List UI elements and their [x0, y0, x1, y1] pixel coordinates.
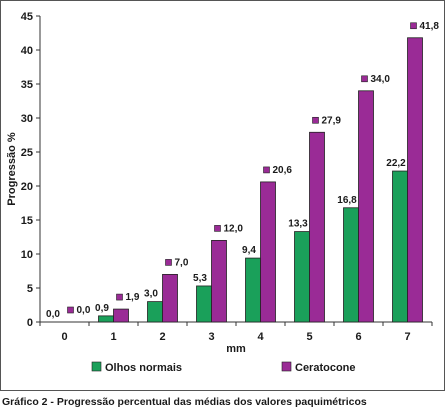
legend-label: Ceratocone: [295, 362, 356, 374]
data-label-ceratocone: 7,0: [175, 257, 189, 268]
bar-ceratocone: [211, 239, 227, 323]
data-label-ceratocone: 12,0: [224, 223, 244, 234]
data-label-marker: [214, 225, 221, 232]
x-tick-label: 6: [355, 331, 361, 343]
legend-swatch: [91, 361, 102, 372]
bar-ceratocone: [309, 131, 325, 323]
legend-label: Olhos normais: [105, 362, 182, 374]
data-label-olhos-normais: 0,9: [95, 303, 109, 314]
y-axis-title: Progressão %: [6, 132, 18, 206]
x-tick-label: 0: [61, 331, 67, 343]
data-label-ceratocone: 27,9: [322, 115, 342, 126]
bar-olhos-normais: [245, 257, 261, 323]
y-tick-label: 30: [21, 113, 33, 125]
figure-caption: Gráfico 2 - Progressão percentual das mé…: [2, 396, 367, 408]
data-label-marker: [263, 166, 270, 174]
y-tick-label: 25: [21, 147, 33, 159]
data-label-ceratocone: 41,8: [420, 21, 440, 32]
data-label-marker: [116, 293, 123, 301]
y-tick-label: 40: [21, 45, 33, 57]
x-axis-title: mm: [226, 343, 246, 355]
data-label-olhos-normais: 5,3: [193, 273, 207, 284]
y-tick-label: 15: [21, 215, 33, 227]
legend-swatch: [281, 361, 292, 372]
data-label-ceratocone: 34,0: [371, 74, 391, 85]
bar-ceratocone: [162, 273, 178, 323]
bar-olhos-normais: [196, 285, 212, 323]
x-tick-label: 7: [404, 331, 410, 343]
y-tick-label: 20: [21, 181, 33, 193]
x-tick-label: 1: [110, 331, 116, 343]
data-label-marker: [165, 259, 172, 266]
bar-ceratocone: [113, 308, 129, 323]
bar-olhos-normais: [343, 207, 359, 323]
x-tick-label: 5: [306, 331, 312, 343]
bar-ceratocone: [407, 37, 423, 323]
x-tick-label: 2: [159, 331, 165, 343]
bar-olhos-normais: [392, 170, 408, 323]
x-tick-label: 3: [208, 331, 214, 343]
bar-olhos-normais: [98, 315, 114, 323]
data-label-marker: [361, 75, 368, 83]
data-label-ceratocone: 0,0: [77, 305, 91, 316]
y-tick-label: 0: [27, 317, 33, 329]
data-label-olhos-normais: 22,2: [386, 158, 406, 169]
y-tick-label: 45: [21, 11, 33, 23]
data-label-marker: [410, 22, 417, 30]
bar-ceratocone: [260, 181, 276, 323]
data-label-olhos-normais: 13,3: [288, 219, 308, 230]
x-tick-label: 4: [257, 331, 264, 343]
data-label-olhos-normais: 9,4: [242, 245, 256, 256]
data-label-olhos-normais: 16,8: [337, 195, 357, 206]
bar-olhos-normais: [294, 231, 310, 323]
data-label-ceratocone: 20,6: [273, 165, 293, 176]
y-tick-label: 5: [27, 283, 33, 295]
data-label-marker: [67, 306, 74, 314]
data-label-marker: [312, 116, 319, 124]
bar-olhos-normais: [147, 301, 163, 323]
data-label-olhos-normais: 3,0: [144, 289, 158, 300]
data-label-ceratocone: 1,9: [126, 292, 140, 303]
y-tick-label: 10: [21, 249, 33, 261]
data-label-olhos-normais: 0,0: [46, 309, 60, 320]
y-tick-label: 35: [21, 79, 33, 91]
bar-ceratocone: [358, 90, 374, 323]
